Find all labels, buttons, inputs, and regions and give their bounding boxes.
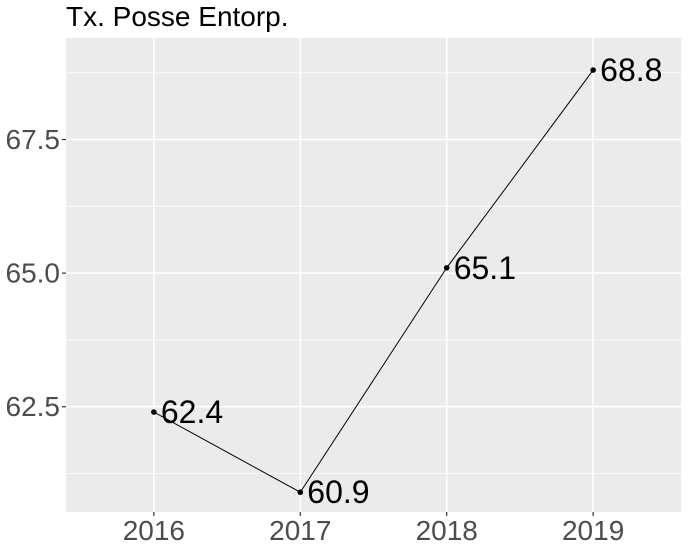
data-point bbox=[590, 67, 596, 73]
data-label: 65.1 bbox=[454, 250, 516, 286]
data-label: 60.9 bbox=[307, 474, 369, 510]
data-point bbox=[443, 264, 450, 271]
chart-title: Tx. Posse Entorp. bbox=[66, 1, 289, 32]
data-point bbox=[297, 489, 304, 496]
x-tick-label: 2016 bbox=[123, 515, 185, 546]
plot-panel bbox=[66, 38, 681, 512]
series-line bbox=[153, 69, 594, 493]
y-tick-label: 62.5 bbox=[6, 391, 61, 422]
x-axis: 2016 2017 2018 2019 bbox=[123, 512, 624, 546]
major-gridlines bbox=[66, 38, 681, 512]
data-labels: 62.4 60.9 65.1 68.8 bbox=[161, 52, 663, 510]
y-tick-label: 67.5 bbox=[6, 124, 61, 155]
data-point bbox=[151, 409, 157, 415]
x-tick-label: 2017 bbox=[269, 515, 331, 546]
data-points bbox=[151, 67, 596, 496]
series-line-group bbox=[153, 69, 594, 493]
y-axis: 62.5 65.0 67.5 bbox=[6, 124, 66, 422]
x-tick-label: 2018 bbox=[416, 515, 478, 546]
data-label: 62.4 bbox=[161, 394, 223, 430]
y-tick-label: 65.0 bbox=[6, 258, 61, 289]
minor-gridlines bbox=[66, 72, 681, 474]
data-label: 68.8 bbox=[600, 52, 662, 88]
x-tick-label: 2019 bbox=[562, 515, 624, 546]
